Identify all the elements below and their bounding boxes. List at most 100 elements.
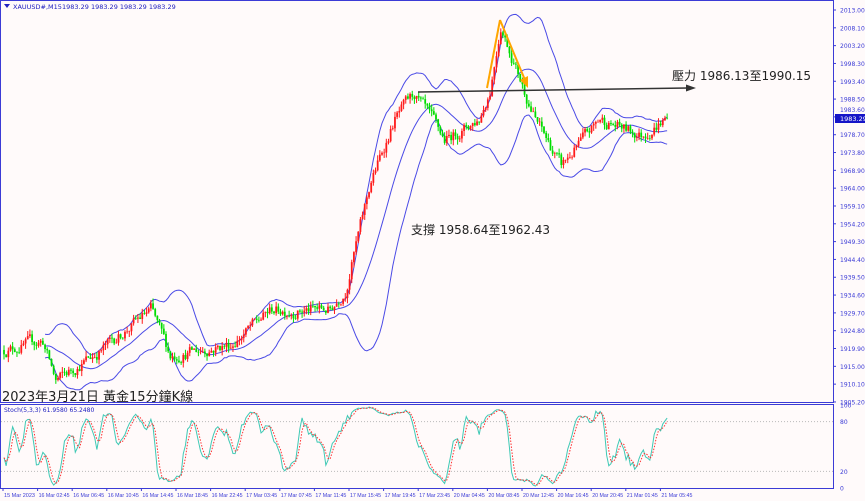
- candle-body: [523, 84, 526, 95]
- candle-body: [225, 343, 228, 347]
- candle-body: [85, 356, 87, 361]
- stoch-label: Stoch(5,3,3) 61.9580 65.2480: [4, 407, 95, 414]
- candle-body: [5, 354, 8, 358]
- candle-body: [646, 138, 649, 139]
- candle-body: [303, 310, 306, 313]
- candle-body: [506, 37, 509, 48]
- time-tick-label: 20 Mar 04:45: [454, 493, 485, 499]
- dropdown-triangle-icon[interactable]: [4, 4, 10, 8]
- price-tick-label: 1934.60: [840, 293, 865, 300]
- candle-body: [216, 345, 219, 348]
- candle-body: [458, 138, 461, 140]
- candle-body: [519, 73, 522, 82]
- candle-body: [35, 344, 38, 346]
- candle-body: [253, 318, 256, 320]
- candle-body: [545, 132, 548, 138]
- candle-body: [404, 96, 407, 100]
- candle-body: [547, 137, 550, 141]
- time-tick-label: 16 Mar 06:45: [73, 493, 104, 499]
- candle-body: [175, 359, 178, 361]
- candle-body: [31, 334, 33, 342]
- candle-body: [102, 344, 105, 351]
- candle-body: [41, 340, 44, 345]
- resistance-arrow-line[interactable]: [417, 87, 689, 93]
- candle-body: [586, 129, 589, 132]
- time-tick-label: 21 Mar 05:45: [661, 493, 692, 499]
- candle-body: [473, 123, 476, 126]
- candle-body: [549, 140, 552, 151]
- candle-body: [333, 306, 336, 310]
- candle-body: [182, 354, 185, 363]
- candle-body: [156, 315, 159, 320]
- candle-body: [478, 121, 481, 123]
- time-tick-label: 17 Mar 15:45: [350, 493, 381, 499]
- candle-body: [167, 346, 170, 352]
- candle-body: [331, 308, 334, 310]
- candle-body: [661, 120, 664, 126]
- candle-body: [227, 343, 230, 349]
- candle-body: [482, 110, 485, 116]
- candle-body: [72, 370, 75, 374]
- candle-body: [592, 123, 595, 126]
- price-tick-label: 1954.20: [840, 221, 865, 228]
- candle-body: [290, 315, 293, 317]
- arrowhead-icon: [686, 84, 696, 92]
- candle-body: [437, 119, 440, 127]
- candle-body: [614, 124, 617, 127]
- candle-body: [374, 170, 377, 174]
- candle-body: [9, 346, 12, 351]
- candle-body: [590, 125, 593, 133]
- time-tick-label: 17 Mar 03:45: [246, 493, 277, 499]
- candle-body: [417, 95, 420, 98]
- candle-body: [322, 307, 325, 311]
- candle-body: [620, 124, 623, 129]
- candle-body: [169, 351, 172, 359]
- price-tick-label: 1924.80: [840, 328, 865, 335]
- candle-body: [571, 156, 573, 158]
- candle-body: [383, 152, 386, 154]
- candle-body: [357, 231, 360, 242]
- candle-body: [74, 373, 77, 375]
- candle-body: [651, 134, 653, 139]
- candle-body: [141, 313, 144, 319]
- price-tick-label: 1988.50: [840, 97, 865, 104]
- candle-body: [543, 126, 545, 133]
- candle-body: [273, 311, 275, 314]
- candle-body: [20, 345, 23, 353]
- candle-body: [579, 137, 582, 141]
- candle-body: [368, 192, 370, 198]
- candle-body: [318, 305, 321, 309]
- pattern-line-down: [499, 19, 526, 81]
- candle-body: [365, 197, 368, 205]
- candle-body: [391, 128, 394, 129]
- candle-body: [415, 95, 418, 99]
- pattern-arrowhead-icon: [520, 76, 528, 88]
- time-tick-label: 17 Mar 11:45: [315, 493, 346, 499]
- candle-body: [469, 125, 472, 129]
- time-tick-label: 17 Mar 23:45: [419, 493, 450, 499]
- main-chart-frame: [0, 0, 834, 403]
- stoch-tick-label: 100: [840, 403, 852, 410]
- bollinger-bands: [44, 13, 668, 391]
- candle-body: [655, 127, 658, 130]
- candle-body: [508, 47, 511, 54]
- candle-body: [396, 112, 399, 117]
- candle-body: [584, 129, 586, 133]
- candle-body: [599, 119, 602, 122]
- candle-body: [597, 121, 599, 123]
- candle-body: [87, 356, 90, 358]
- candle-body: [666, 117, 669, 119]
- candle-body: [70, 369, 72, 371]
- candle-body: [232, 346, 234, 348]
- candle-body: [16, 352, 18, 353]
- candle-body: [562, 159, 565, 165]
- price-tick-label: 2008.10: [840, 25, 865, 32]
- candle-body: [445, 136, 448, 143]
- candle-body: [430, 109, 433, 112]
- candle-body: [610, 123, 612, 125]
- candle-body: [337, 303, 340, 305]
- price-tick-label: 1973.80: [840, 150, 865, 157]
- price-tick-label: 1983.60: [840, 107, 865, 114]
- candle-body: [223, 346, 226, 347]
